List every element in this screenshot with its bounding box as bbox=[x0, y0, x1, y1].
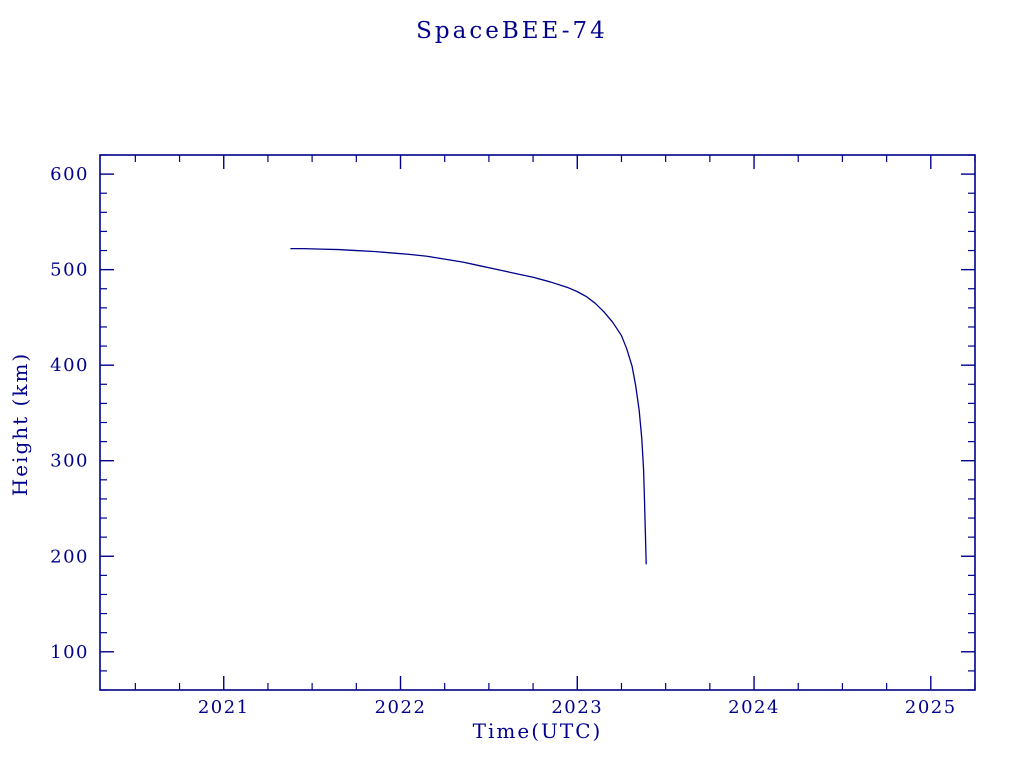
x-axis-title: Time(UTC) bbox=[472, 719, 603, 743]
x-tick-label: 2021 bbox=[198, 697, 250, 718]
y-tick-label: 500 bbox=[50, 260, 89, 281]
y-tick-label: 100 bbox=[50, 642, 89, 663]
y-tick-label: 300 bbox=[50, 451, 89, 472]
y-tick-label: 200 bbox=[50, 546, 89, 567]
decay-curve bbox=[290, 247, 647, 565]
chart-title: SpaceBEE-74 bbox=[416, 18, 608, 44]
x-tick-label: 2023 bbox=[551, 697, 603, 718]
y-tick-label: 400 bbox=[50, 355, 89, 376]
x-tick-label: 2024 bbox=[728, 697, 780, 718]
plot-frame bbox=[99, 154, 976, 691]
y-tick-label: 600 bbox=[50, 164, 89, 185]
x-tick-label: 2022 bbox=[375, 697, 427, 718]
x-tick-label: 2025 bbox=[905, 697, 957, 718]
